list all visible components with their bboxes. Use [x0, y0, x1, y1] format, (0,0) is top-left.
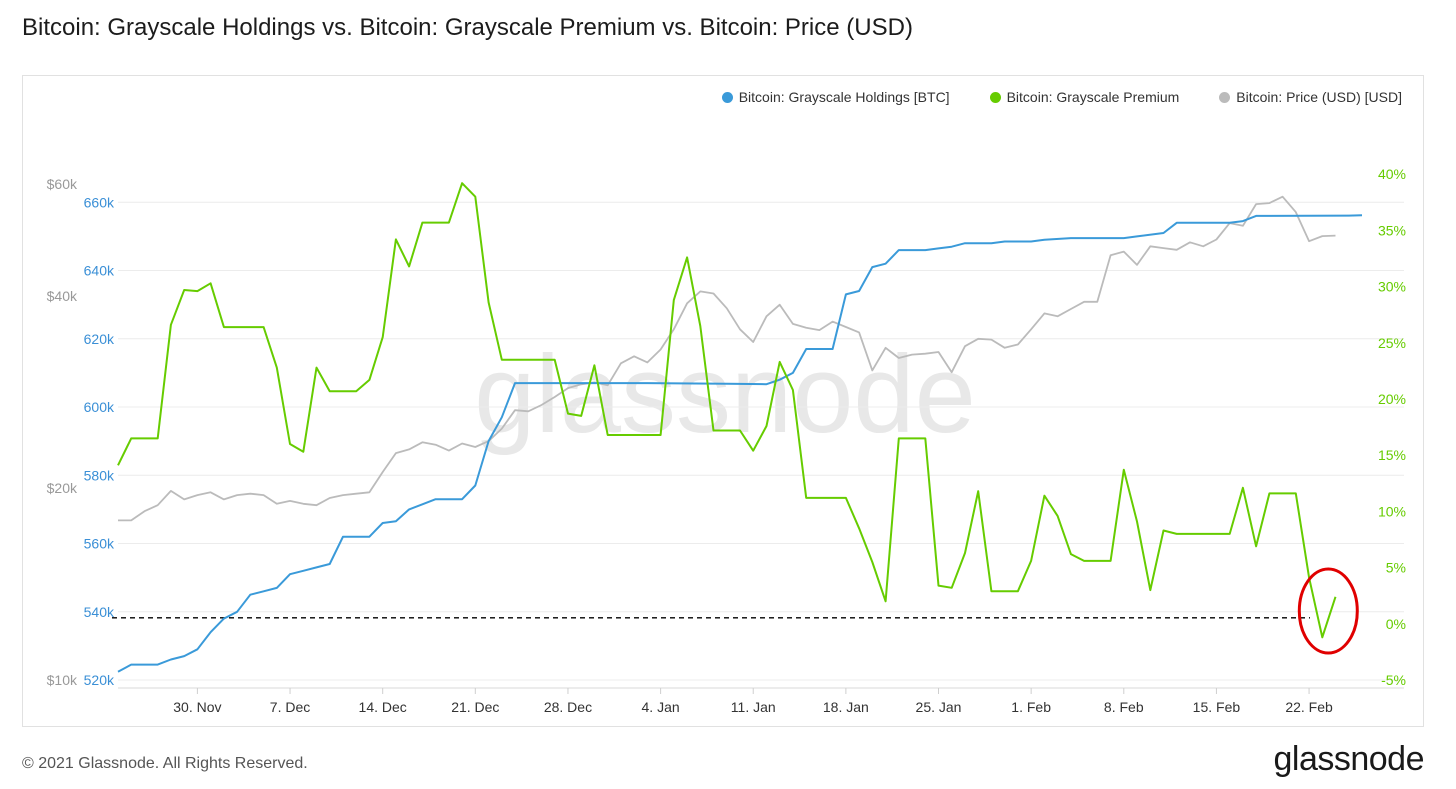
holdings-tick-label: 600k [84, 399, 115, 415]
x-tick-label: 15. Feb [1193, 699, 1241, 715]
premium-tick-label: 5% [1386, 560, 1406, 576]
series-line-holdings [117, 214, 1363, 673]
premium-tick-label: 10% [1378, 503, 1406, 519]
price-tick-label: $60k [47, 176, 78, 192]
x-tick-label: 11. Jan [731, 699, 776, 715]
legend-dot-icon [1219, 91, 1231, 103]
legend: Bitcoin: Grayscale Holdings [BTC] Bitcoi… [721, 89, 1402, 105]
premium-tick-label: 0% [1386, 616, 1406, 632]
chart-title: Bitcoin: Grayscale Holdings vs. Bitcoin:… [22, 14, 913, 41]
series-group [117, 182, 1363, 673]
axes: 520k 540k 560k 580k 600k 620k 640k 660k $10k $20k… [47, 166, 1406, 715]
x-tick-label: 7. Dec [270, 699, 310, 715]
premium-tick-label: 30% [1378, 279, 1406, 295]
grid [118, 201, 1404, 681]
premium-tick-label: 25% [1378, 335, 1406, 351]
premium-tick-label: 40% [1378, 166, 1406, 182]
x-tick-label: 14. Dec [359, 699, 407, 715]
legend-label: Bitcoin: Price (USD) [USD] [1236, 89, 1402, 105]
holdings-tick-label: 620k [84, 331, 115, 347]
price-tick-label: $20k [47, 480, 78, 496]
legend-label: Bitcoin: Grayscale Premium [1006, 89, 1180, 105]
legend-dot-icon [989, 91, 1001, 103]
x-tick-label: 25. Jan [916, 699, 962, 715]
x-tick-label: 1. Feb [1011, 699, 1051, 715]
holdings-tick-label: 580k [84, 467, 115, 483]
copyright-footer: © 2021 Glassnode. All Rights Reserved. [22, 755, 308, 772]
brand-logo[interactable]: glassnode [1273, 740, 1424, 778]
annotation-group [1297, 567, 1359, 655]
series-line-premium [117, 182, 1337, 639]
premium-tick-label: 35% [1378, 222, 1406, 238]
x-tick-label: 22. Feb [1285, 699, 1333, 715]
legend-item-price[interactable]: Bitcoin: Price (USD) [USD] [1219, 89, 1402, 105]
annotation-circle [1297, 567, 1359, 655]
premium-tick-label: -5% [1381, 672, 1406, 688]
x-tick-label: 30. Nov [173, 699, 221, 715]
price-tick-label: $10k [47, 672, 78, 688]
holdings-tick-label: 520k [84, 672, 115, 688]
holdings-tick-label: 640k [84, 263, 115, 279]
legend-item-premium[interactable]: Bitcoin: Grayscale Premium [989, 89, 1180, 105]
price-tick-label: $40k [47, 288, 78, 304]
x-tick-label: 28. Dec [544, 699, 592, 715]
holdings-tick-label: 540k [84, 604, 115, 620]
chart-card [22, 75, 1424, 727]
x-tick-label: 21. Dec [451, 699, 499, 715]
legend-dot-icon [721, 91, 733, 103]
legend-label: Bitcoin: Grayscale Holdings [BTC] [738, 89, 950, 105]
premium-tick-label: 20% [1378, 391, 1406, 407]
x-tick-label: 4. Jan [642, 699, 680, 715]
x-tick-label: 8. Feb [1104, 699, 1144, 715]
legend-item-holdings[interactable]: Bitcoin: Grayscale Holdings [BTC] [721, 89, 950, 105]
holdings-tick-label: 560k [84, 536, 115, 552]
series-line-price [118, 195, 1336, 522]
premium-tick-label: 15% [1378, 447, 1406, 463]
x-tick-label: 18. Jan [823, 699, 869, 715]
holdings-tick-label: 660k [84, 194, 115, 210]
